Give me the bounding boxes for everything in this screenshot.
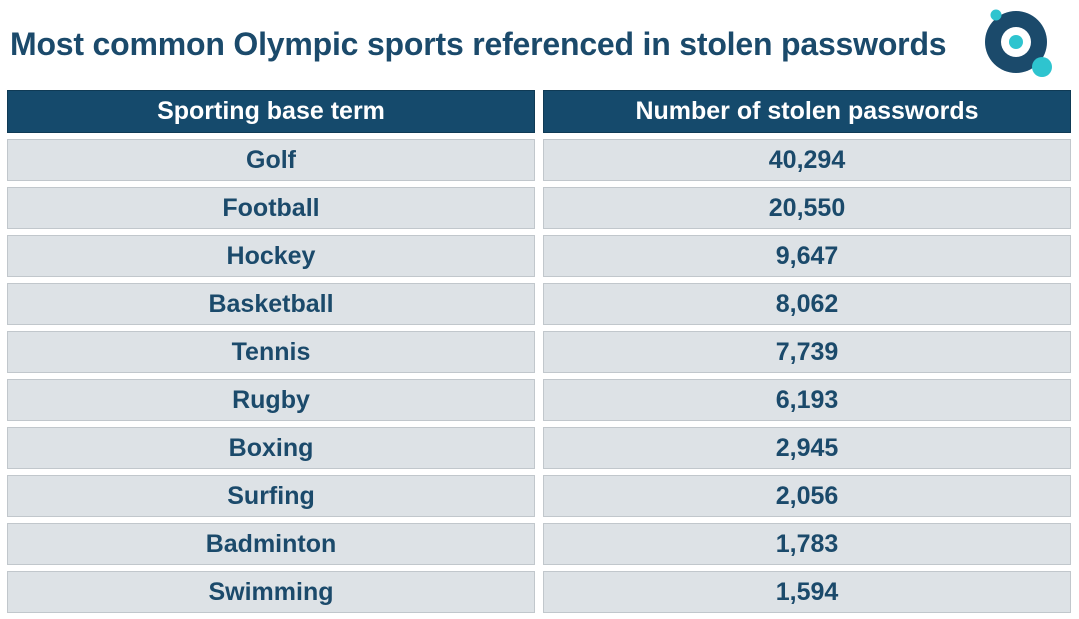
table-row: Hockey 9,647 bbox=[7, 235, 1071, 277]
sport-cell: Football bbox=[7, 187, 535, 229]
password-count-cell: 20,550 bbox=[543, 187, 1071, 229]
target-circle-logo-icon bbox=[982, 8, 1056, 80]
sport-cell: Tennis bbox=[7, 331, 535, 373]
password-count-cell: 7,739 bbox=[543, 331, 1071, 373]
column-header: Sporting base term bbox=[7, 90, 535, 133]
table-row: Badminton 1,783 bbox=[7, 523, 1071, 565]
table-row: Boxing 2,945 bbox=[7, 427, 1071, 469]
table-header-row: Sporting base term Number of stolen pass… bbox=[7, 90, 1071, 133]
password-count-cell: 2,056 bbox=[543, 475, 1071, 517]
sport-cell: Surfing bbox=[7, 475, 535, 517]
sport-cell: Golf bbox=[7, 139, 535, 181]
table-row: Golf 40,294 bbox=[7, 139, 1071, 181]
sport-cell: Rugby bbox=[7, 379, 535, 421]
sport-cell: Badminton bbox=[7, 523, 535, 565]
table-row: Football 20,550 bbox=[7, 187, 1071, 229]
table-row: Surfing 2,056 bbox=[7, 475, 1071, 517]
sport-cell: Basketball bbox=[7, 283, 535, 325]
password-count-cell: 1,594 bbox=[543, 571, 1071, 613]
password-count-cell: 6,193 bbox=[543, 379, 1071, 421]
table-body: Golf 40,294 Football 20,550 Hockey 9,647 Baske… bbox=[7, 139, 1071, 613]
password-count-cell: 40,294 bbox=[543, 139, 1071, 181]
table-row: Tennis 7,739 bbox=[7, 331, 1071, 373]
password-count-cell: 9,647 bbox=[543, 235, 1071, 277]
data-table: Sporting base term Number of stolen pass… bbox=[7, 90, 1071, 619]
sport-cell: Hockey bbox=[7, 235, 535, 277]
page-title: Most common Olympic sports referenced in… bbox=[10, 26, 947, 62]
sport-cell: Swimming bbox=[7, 571, 535, 613]
column-header: Number of stolen passwords bbox=[543, 90, 1071, 133]
password-count-cell: 8,062 bbox=[543, 283, 1071, 325]
password-count-cell: 2,945 bbox=[543, 427, 1071, 469]
table-row: Basketball 8,062 bbox=[7, 283, 1071, 325]
table-row: Swimming 1,594 bbox=[7, 571, 1071, 613]
sport-cell: Boxing bbox=[7, 427, 535, 469]
password-count-cell: 1,783 bbox=[543, 523, 1071, 565]
table-row: Rugby 6,193 bbox=[7, 379, 1071, 421]
